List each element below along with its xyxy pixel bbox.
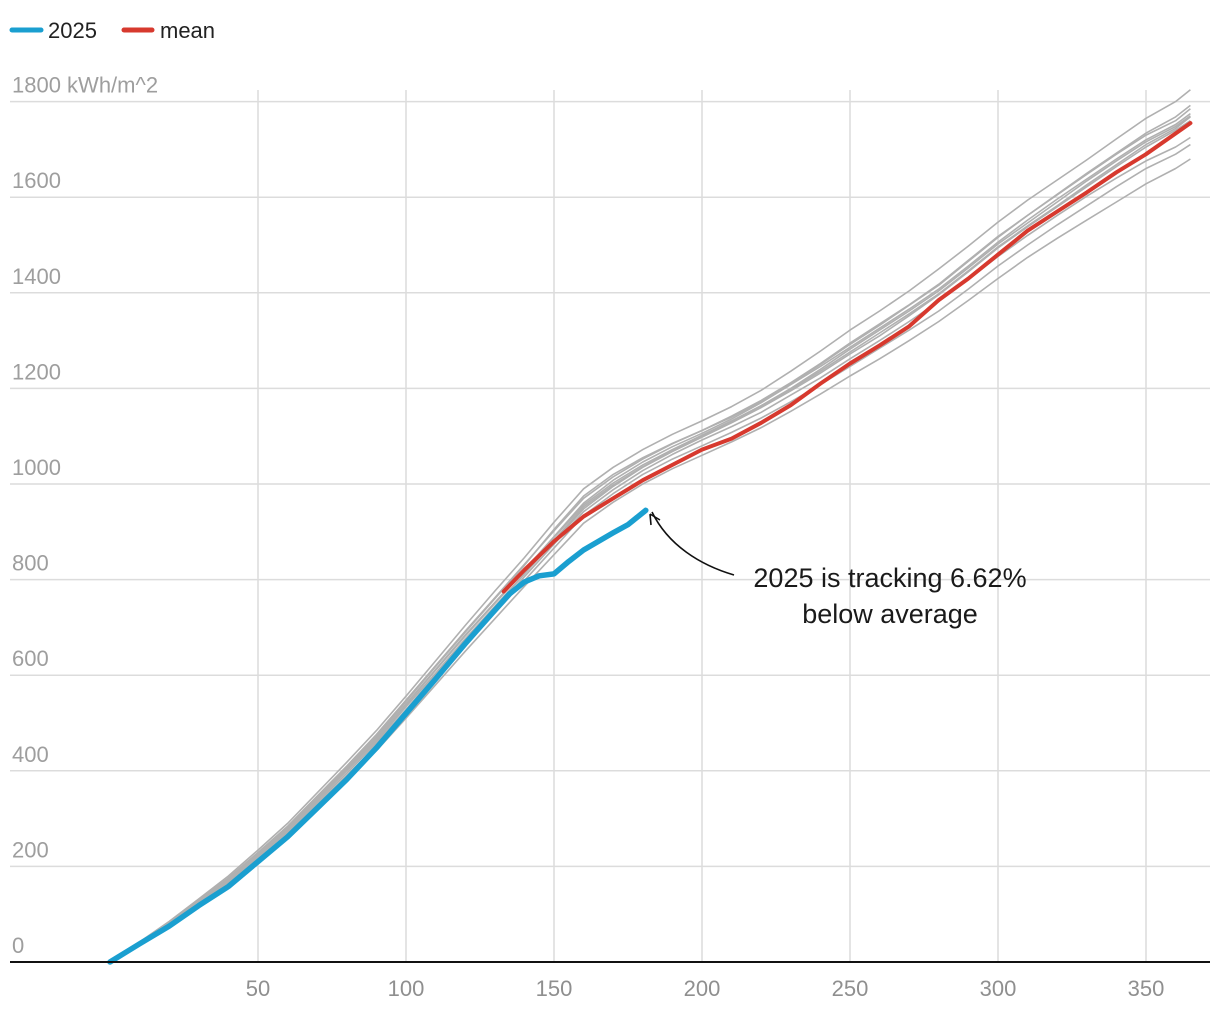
y-tick-label: 1400 — [12, 264, 61, 289]
gridlines — [10, 90, 1210, 962]
y-tick-label: 1600 — [12, 168, 61, 193]
mean-line — [501, 121, 1193, 594]
annotation-arrowhead — [649, 513, 661, 526]
annotation-line-2: below average — [802, 599, 978, 629]
y-tick-label: 800 — [12, 551, 49, 576]
historical-years — [109, 89, 1191, 963]
x-tick-label: 100 — [388, 976, 425, 1001]
annotation: 2025 is tracking 6.62% below average — [649, 511, 1027, 629]
highlight-series — [107, 121, 1193, 965]
y-tick-label: 0 — [12, 933, 24, 958]
x-tick-label: 350 — [1128, 976, 1165, 1001]
history-line-year-f — [109, 112, 1191, 963]
history-line-year-a — [109, 108, 1191, 963]
y-tick-label: 400 — [12, 742, 49, 767]
history-line-year-h — [109, 115, 1191, 963]
legend-label-2025: 2025 — [48, 18, 97, 43]
line-2025 — [107, 507, 649, 965]
y-tick-label: 1800 kWh/m^2 — [12, 73, 158, 98]
x-tick-label: 150 — [536, 976, 573, 1001]
history-line-year-i — [109, 104, 1191, 963]
history-line-year-b — [109, 120, 1191, 963]
y-tick-label: 200 — [12, 837, 49, 862]
y-tick-label: 1200 — [12, 359, 61, 384]
x-axis-ticks: 50 100 150 200 250 300 350 — [246, 976, 1165, 1001]
x-tick-label: 200 — [684, 976, 721, 1001]
y-axis-ticks: 0 200 400 600 800 1000 1200 1400 1600 1800 kWh/m^… — [12, 73, 158, 958]
x-tick-label: 300 — [980, 976, 1017, 1001]
history-line-year-g — [109, 116, 1191, 963]
y-tick-label: 600 — [12, 646, 49, 671]
legend-label-mean: mean — [160, 18, 215, 43]
annotation-arrow — [651, 511, 735, 576]
history-line-year-d — [109, 89, 1191, 963]
x-tick-label: 250 — [832, 976, 869, 1001]
x-tick-label: 50 — [246, 976, 270, 1001]
annotation-line-1: 2025 is tracking 6.62% — [753, 563, 1026, 593]
legend: 2025 mean — [9, 18, 215, 43]
y-tick-label: 1000 — [12, 455, 61, 480]
